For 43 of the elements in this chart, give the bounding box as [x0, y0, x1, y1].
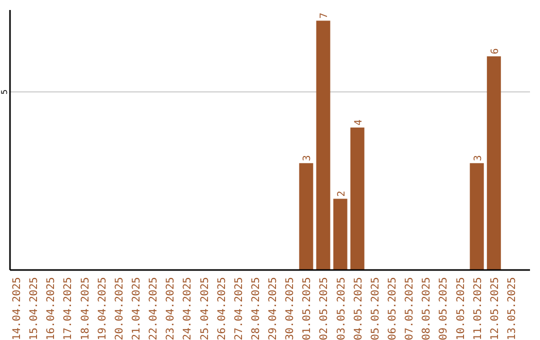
x-tick-label: 18.04.2025 [79, 277, 92, 340]
x-tick-label: 11.05.2025 [472, 277, 484, 340]
x-tick-label: 29.04.2025 [267, 277, 280, 340]
x-tick-label: 22.04.2025 [148, 277, 160, 340]
data-label: 2 [336, 190, 348, 197]
x-tick-label: 12.05.2025 [488, 277, 501, 340]
x-tick-label: 02.05.2025 [318, 277, 330, 340]
x-tick-label: 13.05.2025 [506, 277, 518, 340]
data-label: 7 [319, 12, 330, 19]
x-tick-label: 07.05.2025 [404, 277, 416, 340]
x-tick-label: 04.05.2025 [352, 277, 364, 340]
bar [350, 128, 364, 270]
bar [333, 198, 348, 270]
x-tick-label: 27.04.2025 [232, 277, 245, 340]
data-label: 6 [490, 48, 501, 54]
x-tick-label: 03.05.2025 [335, 277, 348, 340]
x-tick-label: 26.04.2025 [216, 277, 228, 340]
x-tick-label: 25.04.2025 [198, 277, 211, 340]
x-tick-label: 30.04.2025 [284, 277, 296, 340]
data-label: 4 [353, 120, 364, 126]
x-tick-label: 23.04.2025 [164, 277, 177, 340]
x-tick-label: 09.05.2025 [438, 277, 450, 340]
bar [486, 56, 501, 270]
x-tick-label: 16.04.2025 [45, 277, 58, 340]
x-tick-label: 05.05.2025 [369, 277, 382, 340]
x-tick-label: 24.04.2025 [182, 277, 194, 340]
bar [470, 163, 484, 270]
y-tick-label: 5 [0, 89, 9, 94]
x-tick-label: 17.04.2025 [62, 277, 74, 340]
x-tick-label: 28.04.2025 [250, 277, 262, 340]
data-label: 3 [472, 155, 484, 162]
x-tick-label: 19.04.2025 [96, 277, 108, 340]
bar [316, 20, 330, 270]
data-label: 3 [302, 155, 314, 162]
x-tick-label: 10.05.2025 [454, 277, 467, 340]
x-tick-label: 01.05.2025 [301, 277, 314, 340]
x-tick-label: 06.05.2025 [386, 277, 398, 340]
x-tick-label: 08.05.2025 [420, 277, 433, 340]
x-tick-label: 15.04.2025 [28, 277, 40, 340]
x-tick-label: 20.04.2025 [113, 277, 126, 340]
x-tick-label: 21.04.2025 [130, 277, 142, 340]
bar [299, 163, 314, 270]
x-tick-label: 14.04.2025 [11, 277, 24, 340]
